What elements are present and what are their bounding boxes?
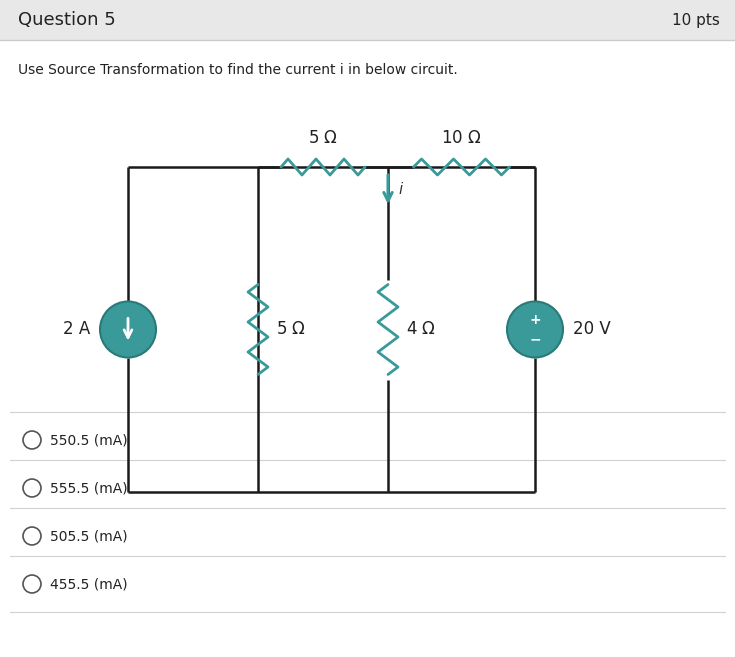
Text: 505.5 (mA): 505.5 (mA) <box>50 529 128 543</box>
Circle shape <box>100 302 156 357</box>
Bar <box>0 0 735 40</box>
Text: $10\ \Omega$: $10\ \Omega$ <box>441 129 482 147</box>
Text: $5\ \Omega$: $5\ \Omega$ <box>308 129 338 147</box>
Text: +: + <box>529 313 541 327</box>
Text: Use Source Transformation to find the current i in below circuit.: Use Source Transformation to find the cu… <box>18 63 458 77</box>
Circle shape <box>507 302 563 357</box>
Text: 10 pts: 10 pts <box>672 12 720 28</box>
Text: 555.5 (mA): 555.5 (mA) <box>50 481 128 495</box>
Text: $4\ \Omega$: $4\ \Omega$ <box>406 321 436 338</box>
Text: $i$: $i$ <box>398 181 404 198</box>
Text: −: − <box>529 332 541 346</box>
Text: Question 5: Question 5 <box>18 11 115 29</box>
Text: $5\ \Omega$: $5\ \Omega$ <box>276 321 306 338</box>
Text: 550.5 (mA): 550.5 (mA) <box>50 433 128 447</box>
Text: 455.5 (mA): 455.5 (mA) <box>50 577 128 591</box>
Text: 2 A: 2 A <box>62 321 90 338</box>
Text: 20 V: 20 V <box>573 321 611 338</box>
